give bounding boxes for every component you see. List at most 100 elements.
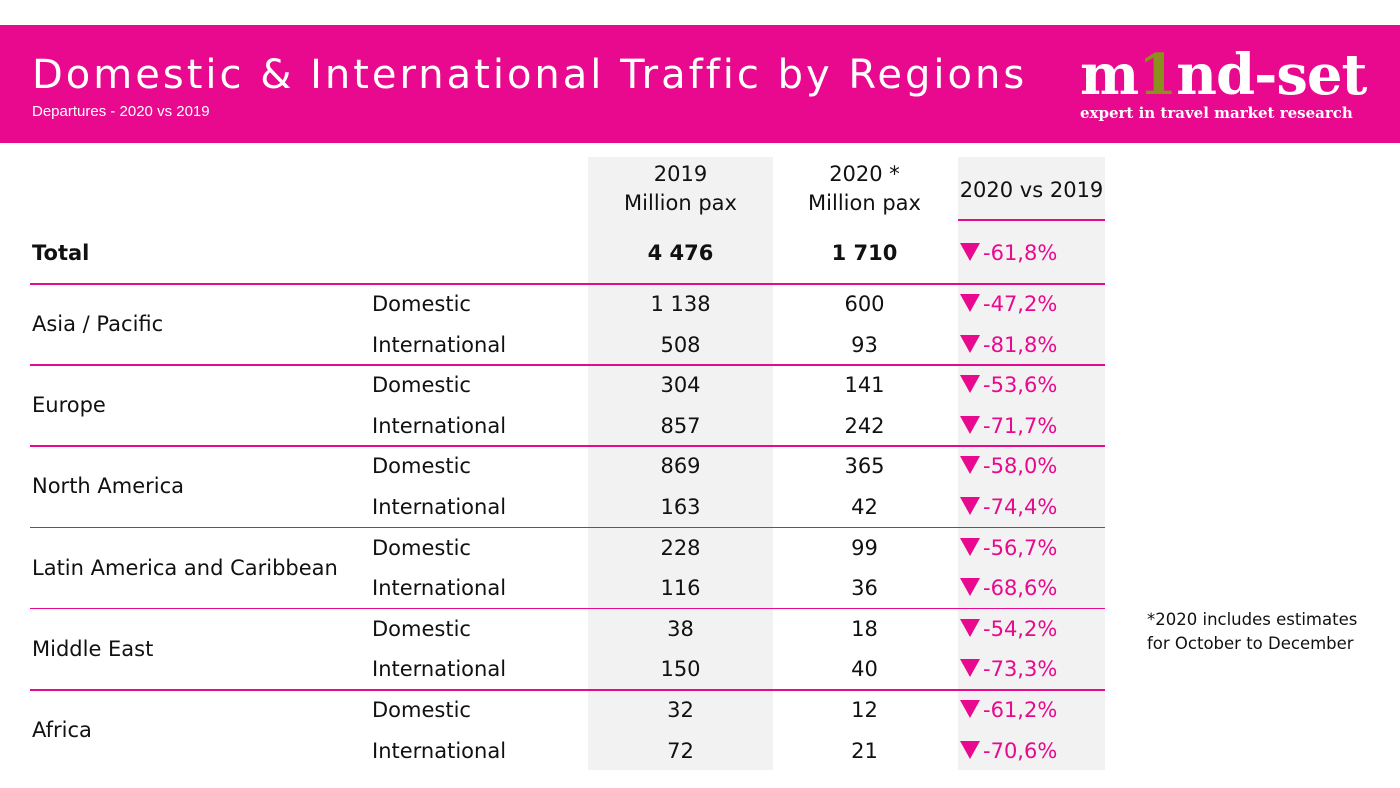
total-2020: 1 710 [831, 241, 898, 265]
value-2020: 42 [851, 494, 878, 519]
traffic-type: International [372, 332, 507, 357]
value-2020: 365 [844, 454, 885, 479]
region-name: Africa [32, 718, 92, 742]
traffic-type: Domestic [372, 454, 471, 479]
row-separator [30, 689, 1105, 691]
change-cell: -70,6% [960, 737, 1057, 765]
traffic-type: Domestic [372, 698, 471, 722]
page-subtitle: Departures - 2020 vs 2019 [32, 103, 210, 120]
value-2019: 304 [660, 373, 701, 398]
header-2020-unit: Million pax [808, 191, 921, 215]
total-change-value: -61,8% [983, 241, 1058, 265]
change-value: -56,7% [983, 535, 1058, 560]
value-2020: 21 [851, 738, 878, 763]
footnote: *2020 includes estimates for October to … [1147, 608, 1357, 656]
change-cell: -71,7% [960, 412, 1057, 440]
value-2019: 150 [660, 657, 701, 682]
change-cell: -56,7% [960, 534, 1057, 562]
down-triangle-icon [960, 496, 980, 515]
value-2019: 857 [660, 413, 701, 438]
down-triangle-icon [960, 243, 980, 261]
row-separator [30, 526, 1105, 529]
value-2019: 72 [667, 738, 694, 763]
change-value: -71,7% [983, 413, 1058, 438]
region-name: Middle East [32, 636, 154, 661]
header-underline [958, 219, 1105, 221]
value-2020: 99 [851, 535, 878, 560]
down-triangle-icon [960, 334, 980, 353]
traffic-type: Domestic [372, 373, 471, 398]
change-value: -73,3% [983, 657, 1058, 682]
traffic-type: International [372, 657, 507, 682]
total-label: Total [32, 241, 90, 265]
traffic-type: International [372, 738, 507, 763]
change-cell: -58,0% [960, 452, 1057, 480]
change-value: -70,6% [983, 738, 1058, 763]
page-title: Domestic & International Traffic by Regi… [32, 52, 1028, 98]
down-triangle-icon [960, 456, 980, 475]
value-2019: 38 [667, 616, 694, 641]
value-2019: 116 [660, 576, 701, 601]
traffic-type: International [372, 576, 507, 601]
change-cell: -74,4% [960, 493, 1057, 521]
change-cell: -53,6% [960, 371, 1057, 399]
header-2019-year: 2019 [653, 162, 708, 186]
value-2019: 32 [667, 698, 694, 722]
value-2019: 508 [660, 332, 701, 357]
down-triangle-icon [960, 740, 980, 759]
down-triangle-icon [960, 294, 980, 312]
down-triangle-icon [960, 659, 980, 678]
header-2020-year: 2020 * [829, 162, 900, 186]
title-banner [0, 25, 1400, 143]
change-cell: -81,8% [960, 331, 1057, 359]
header-2019-unit: Million pax [624, 191, 737, 215]
total-change: -61,8% [960, 239, 1057, 267]
traffic-type: Domestic [372, 292, 471, 316]
change-cell: -47,2% [960, 290, 1057, 318]
value-2020: 600 [844, 292, 885, 316]
change-cell: -73,3% [960, 655, 1057, 683]
change-value: -54,2% [983, 616, 1058, 641]
change-cell: -61,2% [960, 696, 1057, 724]
total-2019: 4 476 [647, 241, 714, 265]
value-2020: 18 [851, 616, 878, 641]
footnote-line: *2020 includes estimates [1147, 610, 1358, 629]
down-triangle-icon [960, 415, 980, 434]
region-name: Asia / Pacific [32, 312, 164, 336]
change-cell: -68,6% [960, 574, 1057, 602]
value-2020: 93 [851, 332, 878, 357]
change-value: -58,0% [983, 454, 1058, 479]
region-name: Latin America and Caribbean [32, 555, 338, 580]
value-2020: 242 [844, 413, 885, 438]
change-value: -53,6% [983, 373, 1058, 398]
down-triangle-icon [960, 578, 980, 597]
down-triangle-icon [960, 537, 980, 556]
row-separator [30, 607, 1105, 610]
col-change-background [958, 157, 1105, 770]
value-2019: 163 [660, 494, 701, 519]
header-change: 2020 vs 2019 [959, 178, 1104, 202]
traffic-type: Domestic [372, 535, 471, 560]
down-triangle-icon [960, 375, 980, 394]
change-cell: -54,2% [960, 615, 1057, 643]
header-2019: 2019 Million pax [588, 160, 773, 218]
value-2020: 12 [851, 698, 878, 722]
value-2019: 228 [660, 535, 701, 560]
region-name: Europe [32, 393, 106, 418]
down-triangle-icon [960, 700, 980, 718]
change-value: -68,6% [983, 576, 1058, 601]
change-value: -61,2% [983, 698, 1058, 722]
header-2020: 2020 * Million pax [772, 160, 957, 218]
traffic-type: International [372, 413, 507, 438]
change-value: -47,2% [983, 292, 1058, 316]
change-value: -81,8% [983, 332, 1058, 357]
logo-wordmark: m1nd-set [1080, 42, 1367, 108]
value-2020: 36 [851, 576, 878, 601]
value-2019: 869 [660, 454, 701, 479]
traffic-type: Domestic [372, 616, 471, 641]
down-triangle-icon [960, 618, 980, 637]
value-2020: 141 [844, 373, 885, 398]
mind-set-logo: m1nd-set expert in travel market researc… [1080, 44, 1372, 124]
row-separator [30, 283, 1105, 285]
value-2019: 1 138 [650, 292, 711, 316]
